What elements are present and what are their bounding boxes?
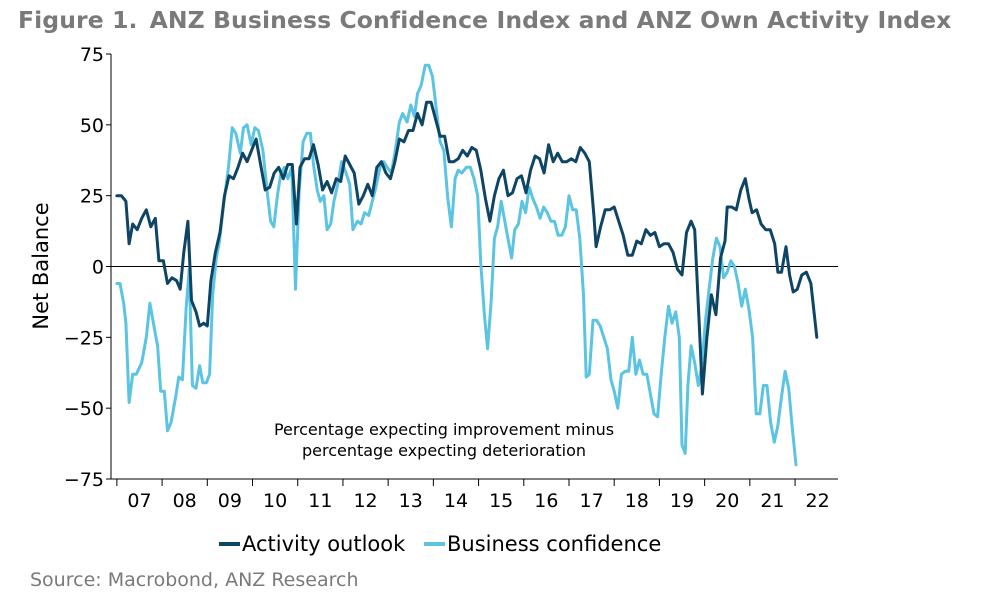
series-lines <box>115 63 819 467</box>
y-tick-label: −50 <box>64 398 104 420</box>
x-tick-label: 16 <box>534 490 558 512</box>
legend-label-activity: Activity outlook <box>242 532 406 556</box>
y-tick-label: −75 <box>64 469 104 491</box>
y-axis-label: Net Balance <box>29 202 53 329</box>
x-tick-label: 18 <box>625 490 649 512</box>
x-tick-label: 14 <box>444 490 468 512</box>
source-note: Source: Macrobond, ANZ Research <box>30 569 359 591</box>
series-line-business-confidence <box>115 63 798 467</box>
x-tick-label: 11 <box>308 490 332 512</box>
x-tick-label: 17 <box>580 490 604 512</box>
x-tick-label: 15 <box>489 490 513 512</box>
y-tick-label: 50 <box>80 115 104 137</box>
y-tick-label: −25 <box>64 327 104 349</box>
x-axis: 07 08 09 10 11 12 13 14 15 16 17 18 19 20 21 22 <box>116 479 830 512</box>
legend: Activity outlook Business confidence <box>219 532 661 556</box>
x-tick-label: 09 <box>218 490 242 512</box>
x-tick-label: 22 <box>806 490 830 512</box>
x-tick-label: 20 <box>715 490 739 512</box>
x-tick-label: 21 <box>760 490 784 512</box>
series-line-activity-outlook <box>115 100 819 396</box>
x-tick-label: 07 <box>127 490 151 512</box>
x-tick-label: 13 <box>399 490 423 512</box>
y-tick-label: 75 <box>80 44 104 66</box>
x-tick-label: 08 <box>173 490 197 512</box>
x-tick-label: 12 <box>353 490 377 512</box>
y-tick-label: 25 <box>80 186 104 208</box>
x-tick-label: 10 <box>263 490 287 512</box>
y-axis: −75 −50 −25 0 25 50 75 <box>64 44 111 491</box>
x-tick-label: 19 <box>670 490 694 512</box>
y-tick-label: 0 <box>92 257 104 279</box>
figure-title-text: ANZ Business Confidence Index and ANZ Ow… <box>149 6 952 34</box>
legend-label-confidence: Business confidence <box>447 532 661 556</box>
annotation-line-1: Percentage expecting improvement minus <box>274 420 614 439</box>
figure-number: Figure 1. <box>18 6 138 34</box>
annotation-line-2: percentage expecting deterioration <box>302 441 586 460</box>
figure-title: Figure 1. ANZ Business Confidence Index a… <box>18 6 951 34</box>
